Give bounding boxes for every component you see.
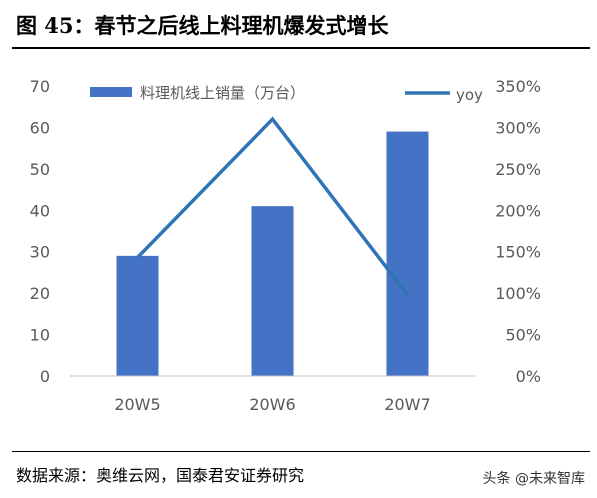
y-right-tick: 150%	[495, 243, 541, 262]
y-left-tick: 30	[30, 243, 50, 262]
y-right-tick: 300%	[495, 118, 541, 137]
y-right-tick: 350%	[495, 77, 541, 96]
x-tick-label: 20W6	[249, 395, 295, 414]
legend-bar-label: 料理机线上销量（万台）	[140, 84, 305, 102]
bar-20W7	[386, 131, 429, 376]
y-left-tick: 10	[30, 326, 50, 345]
y-left-tick: 0	[40, 367, 50, 386]
y-left-tick: 50	[30, 160, 50, 179]
watermark: 头条 @未来智库	[482, 471, 585, 487]
y-right-tick: 200%	[495, 201, 541, 220]
top-rule	[12, 47, 590, 49]
x-tick-label: 20W5	[114, 395, 160, 414]
y-left-tick: 70	[30, 77, 50, 96]
y-right-tick: 50%	[505, 326, 541, 345]
y-right-tick: 100%	[495, 284, 541, 303]
y-left-tick: 40	[30, 201, 50, 220]
y-right-tick: 250%	[495, 160, 541, 179]
figure-title: 图 45：春节之后线上料理机爆发式增长	[16, 13, 389, 38]
bottom-rule	[12, 451, 590, 452]
legend-line-label: yoy	[456, 86, 483, 104]
y-left-tick: 20	[30, 284, 50, 303]
x-tick-label: 20W7	[384, 395, 430, 414]
combo-chart: 0 10 20 30 40 50 60 70 0% 50% 100% 150% 200% 250% 300%…	[30, 77, 541, 414]
yoy-line	[136, 116, 409, 296]
y-left-tick: 60	[30, 118, 50, 137]
bar-20W5	[116, 255, 159, 376]
data-source: 数据来源：奥维云网，国泰君安证券研究	[16, 466, 305, 485]
y-right-tick: 0%	[516, 367, 541, 386]
legend-bar-swatch	[90, 87, 132, 97]
bar-20W6	[251, 206, 294, 376]
